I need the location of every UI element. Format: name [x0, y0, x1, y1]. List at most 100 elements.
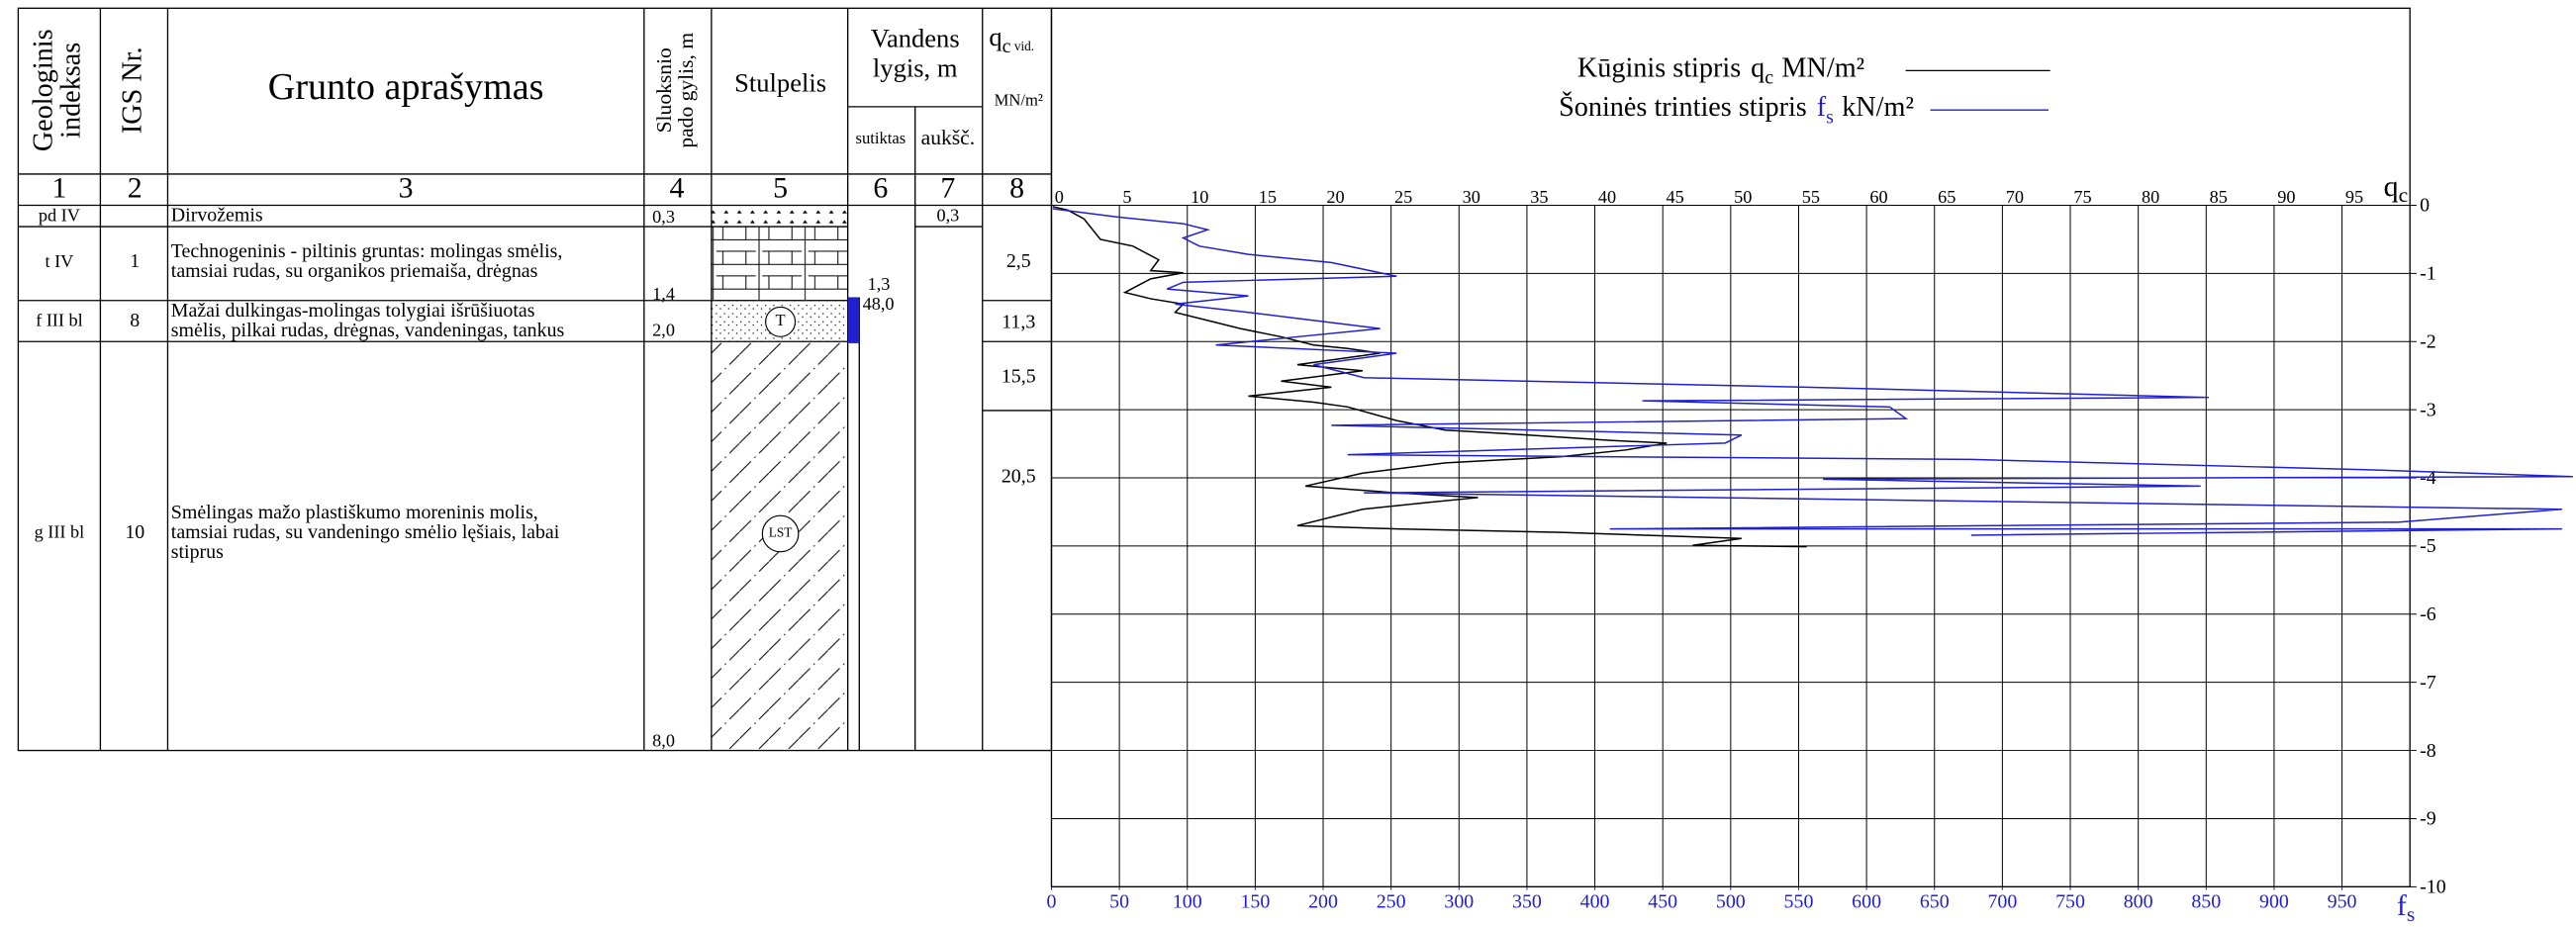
y-tick-label: -7: [2420, 672, 2436, 694]
qc-average: 20,5: [1002, 466, 1036, 488]
header-label: Sluoksnio: [652, 47, 676, 133]
axis-symbol: q: [2384, 170, 2399, 203]
y-tick-label: -8: [2420, 740, 2436, 762]
column-number: 3: [399, 171, 414, 204]
x-tick-label: 60: [1869, 187, 1887, 207]
header-label: aukšč.: [921, 126, 976, 149]
x2-tick-label: 950: [2328, 890, 2357, 912]
x2-tick-label: 100: [1173, 890, 1202, 912]
axis-subscript: s: [2407, 902, 2415, 926]
x-tick-label: 30: [1463, 187, 1480, 207]
description: Smėlingas mažo plastiškumo moreninis mol…: [171, 502, 538, 523]
x-tick-label: 0: [1055, 187, 1064, 207]
geo-index: f III bl: [36, 311, 83, 330]
x-tick-label: 35: [1530, 187, 1548, 207]
x2-tick-label: 50: [1109, 890, 1129, 912]
x-tick-label: 5: [1122, 187, 1131, 207]
x-tick-label: 80: [2142, 187, 2159, 207]
x-tick-label: 75: [2073, 187, 2091, 207]
qc-average: 11,3: [1002, 312, 1035, 333]
y-tick-label: -9: [2420, 808, 2436, 830]
header-label: IGS Nr.: [118, 46, 148, 134]
y-tick-label: -6: [2420, 603, 2436, 625]
x2-tick-label: 600: [1852, 890, 1881, 912]
x2-tick-label: 700: [1987, 890, 2017, 912]
header-label: qc vid.: [989, 22, 1034, 57]
x2-tick-label: 500: [1716, 890, 1746, 912]
header-subscript: c: [1002, 36, 1011, 57]
y-tick-label: -5: [2420, 535, 2436, 557]
x-tick-label: 20: [1326, 187, 1344, 207]
legend-entry: Kūginis stipris qc MN/m²: [1577, 53, 1864, 88]
x-tick-label: 95: [2345, 187, 2363, 207]
igs-number: 1: [130, 250, 140, 272]
legend-subscript: s: [1826, 106, 1834, 128]
description: tamsiai rudas, su vandeningo smėlio lęši…: [171, 521, 560, 543]
header-label: Stulpelis: [734, 67, 826, 97]
y-tick-label: 0: [2420, 195, 2430, 217]
qc-average: 2,5: [1006, 250, 1031, 272]
series-line: [1052, 208, 2573, 536]
x-tick-label: 50: [1734, 187, 1752, 207]
x2-tick-label: 250: [1377, 890, 1406, 912]
x2-tick-label: 0: [1047, 890, 1057, 912]
header-label: lygis, m: [873, 52, 958, 82]
y-tick-label: -4: [2420, 467, 2436, 489]
legend-name: Šoninės trinties stipris: [1559, 93, 1807, 124]
x2-tick-label: 350: [1512, 890, 1542, 912]
y-tick-label: -10: [2420, 877, 2446, 898]
x-tick-label: 45: [1667, 187, 1684, 207]
geo-index: t IV: [45, 251, 73, 271]
header-label: MN/m²: [995, 91, 1043, 110]
igs-number: 10: [125, 521, 144, 543]
y-tick-label: -1: [2420, 263, 2436, 285]
x-tick-label: 40: [1598, 187, 1616, 207]
layer-depth: 2,0: [652, 320, 675, 339]
header-label: sutiktas: [856, 129, 906, 147]
x2-tick-label: 750: [2055, 890, 2085, 912]
column-symbol: LST: [769, 525, 793, 540]
water-level: 0,3: [936, 205, 959, 225]
x-tick-label: 70: [2006, 187, 2024, 207]
log-frame: [17, 7, 2411, 887]
description: Technogeninis - piltinis gruntas: moling…: [171, 240, 563, 262]
layer-depth: 1,4: [652, 284, 675, 304]
column-symbol: T: [776, 311, 786, 329]
x-tick-label: 55: [1802, 187, 1820, 207]
description: tamsiai rudas, su organikos priemaiša, d…: [171, 260, 538, 282]
column-number: 5: [773, 171, 788, 204]
water-found: 1,3: [868, 274, 891, 294]
legend-unit: kN/m²: [1842, 93, 1914, 124]
column-number: 6: [873, 171, 888, 204]
x2-tick-label: 850: [2191, 890, 2221, 912]
description: smėlis, pilkai rudas, drėgnas, vandening…: [171, 320, 565, 341]
column-number: 7: [940, 171, 955, 204]
column-number: 2: [128, 171, 143, 204]
column-number: 1: [51, 171, 66, 204]
description: Dirvožemis: [171, 205, 263, 227]
legend-entry: Šoninės trinties stipris fs kN/m²: [1559, 93, 1914, 128]
qc-average: 15,5: [1002, 365, 1036, 387]
axis-subscript: c: [2399, 183, 2409, 207]
y-tick-label: -3: [2420, 399, 2436, 420]
x2-tick-label: 900: [2259, 890, 2289, 912]
x-tick-label: 65: [1938, 187, 1956, 207]
x2-tick-label: 200: [1308, 890, 1338, 912]
x2-axis-label: fs: [2397, 889, 2415, 926]
header-label: Grunto aprašymas: [268, 66, 544, 108]
column-number: 4: [670, 171, 685, 204]
header-label: Geologinis: [28, 29, 58, 151]
x2-tick-label: 550: [1784, 890, 1814, 912]
series-line: [1052, 206, 1807, 548]
geo-index: pd IV: [39, 205, 80, 225]
legend-subscript: c: [1765, 66, 1773, 88]
y-tick-label: -2: [2420, 330, 2436, 352]
header-label: Vandens: [871, 24, 960, 53]
x-tick-label: 25: [1394, 187, 1412, 207]
legend-symbol: q: [1751, 53, 1765, 84]
header-label: pado gylis, m: [674, 33, 698, 148]
header-symbol: q: [989, 22, 1002, 51]
x2-tick-label: 450: [1648, 890, 1677, 912]
layer-depth: 0,3: [652, 207, 675, 227]
